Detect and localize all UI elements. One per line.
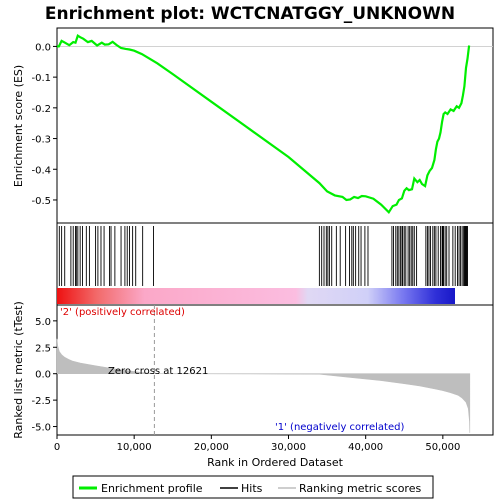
- chart-title: Enrichment plot: WCTCNATGGY_UNKNOWN: [45, 4, 455, 24]
- enrichment-profile-line: [57, 34, 471, 215]
- es-plot-area: [57, 34, 493, 215]
- x-axis: 0 10,000 20,000 30,000 40,000 50,000: [54, 435, 460, 453]
- x-tick-label: 0: [54, 442, 60, 453]
- x-axis-label: Rank in Ordered Dataset: [207, 456, 344, 469]
- ranked-list-color-bar: [57, 288, 455, 304]
- metric-plot-area: [56, 305, 471, 435]
- metric-y-axis-label: Ranked list metric (tTest): [12, 301, 25, 438]
- es-y-tick-label: 0.0: [35, 42, 51, 53]
- metric-y-tick-label: -5.0: [31, 423, 51, 434]
- legend-metric-label: Ranking metric scores: [299, 482, 421, 495]
- legend-hits-label: Hits: [241, 482, 263, 495]
- es-y-tick-label: -0.4: [31, 165, 51, 176]
- es-y-tick-label: -0.3: [31, 135, 51, 146]
- metric-y-tick-label: 5.0: [35, 317, 51, 328]
- ranking-metric-area: [56, 338, 471, 433]
- legend: [72, 475, 434, 499]
- metric-y-axis: 5.0 2.5 0.0 -2.5 -5.0: [31, 317, 57, 434]
- x-tick-label: 10,000: [117, 442, 152, 453]
- metric-plot-frame: [56, 304, 494, 436]
- legend-enrichment-label: Enrichment profile: [101, 482, 203, 495]
- es-y-tick-label: -0.5: [31, 196, 51, 207]
- es-y-axis-label: Enrichment score (ES): [12, 65, 25, 187]
- hits-panel: [58, 226, 468, 286]
- metric-y-tick-label: 2.5: [35, 343, 51, 354]
- metric-y-tick-label: 0.0: [35, 370, 51, 381]
- x-tick-label: 20,000: [194, 442, 229, 453]
- es-y-tick-label: -0.2: [31, 104, 51, 115]
- x-tick-label: 50,000: [425, 442, 460, 453]
- x-tick-label: 30,000: [271, 442, 306, 453]
- zero-cross-label: Zero cross at 12621: [108, 366, 208, 377]
- metric-y-tick-label: -2.5: [31, 396, 51, 407]
- es-y-axis: 0.0 -0.1 -0.2 -0.3 -0.4 -0.5: [31, 42, 57, 207]
- x-tick-label: 40,000: [348, 442, 383, 453]
- negative-correlation-label: '1' (negatively correlated): [275, 422, 404, 433]
- es-plot-frame: [56, 27, 494, 224]
- positive-correlation-label: '2' (positively correlated): [60, 307, 185, 318]
- es-y-tick-label: -0.1: [31, 73, 51, 84]
